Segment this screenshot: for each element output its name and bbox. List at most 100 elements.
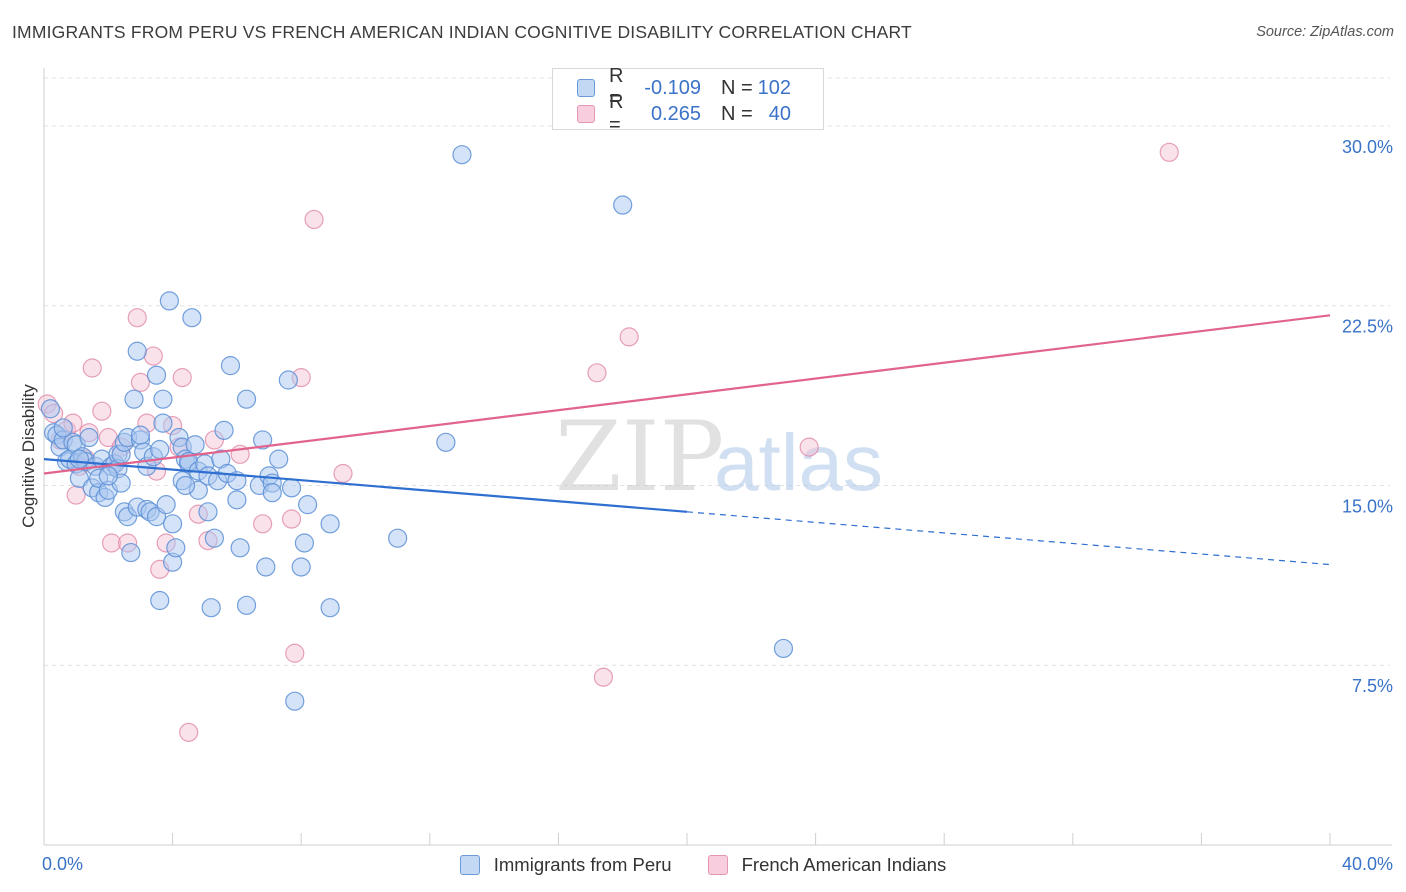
peru-trend-line [43, 458, 688, 513]
peru-point [291, 557, 311, 577]
peru-point [198, 502, 218, 522]
y-tick-label: 30.0% [1342, 137, 1393, 157]
peru-point [294, 533, 315, 553]
peru-point [201, 598, 221, 618]
peru-point [256, 557, 276, 577]
r-value: -0.109 [644, 76, 701, 99]
chart-title: IMMIGRANTS FROM PERU VS FRENCH AMERICAN … [12, 22, 912, 42]
peru-point [204, 528, 224, 548]
watermark-atlas: atlas [714, 418, 883, 507]
fai-point [82, 358, 102, 378]
y-axis-label: Cognitive Disability [19, 384, 38, 528]
peru-point [53, 418, 73, 438]
peru-point [436, 432, 456, 452]
fai-point [179, 722, 199, 742]
peru-point [156, 495, 176, 515]
fai-swatch [577, 105, 595, 123]
peru-point [320, 598, 340, 618]
peru-point [298, 495, 318, 515]
peru-point [185, 435, 205, 455]
peru-point [236, 389, 257, 409]
axes [43, 68, 1392, 846]
legend-item-peru: Immigrants from Peru [459, 854, 672, 876]
peru-point [130, 425, 151, 445]
fai-point [799, 437, 819, 457]
peru-point [253, 430, 273, 450]
legend-item-fai: French American Indians [707, 854, 947, 876]
y-tick-label: 15.0% [1342, 496, 1393, 516]
peru-point [166, 538, 186, 558]
peru-point [127, 341, 147, 361]
r-value: 0.265 [650, 102, 701, 125]
peru-point [320, 514, 340, 534]
peru-point [220, 356, 241, 376]
fai-point [285, 643, 305, 663]
fai-trend-line [43, 314, 1331, 475]
watermark-zip: ZIP [555, 401, 724, 513]
peru-point [227, 490, 247, 510]
peru-point [98, 466, 118, 486]
peru-point [613, 195, 633, 215]
fai-point [130, 372, 151, 393]
peru-point [163, 514, 183, 534]
fai-point [587, 363, 607, 383]
fai-point [304, 209, 324, 230]
peru-point [236, 595, 257, 615]
n-label: N = [721, 102, 753, 125]
series-immigrants-from-peru [40, 145, 794, 711]
fai-point [92, 401, 112, 421]
n-value: 40 [768, 102, 791, 125]
fai-point [333, 463, 353, 484]
r-label: R = [609, 91, 624, 136]
tick-labels: 7.5% 15.0% 22.5% 30.0% 0.0% 40.0% [42, 137, 1393, 874]
watermark: ZIP atlas [555, 401, 883, 513]
peru-point [452, 145, 472, 165]
peru-point [124, 389, 144, 409]
stats-row-peru: R = -0.109 N = 102 [577, 65, 791, 110]
peru-legend-swatch [459, 855, 480, 875]
fai-point [1159, 142, 1179, 162]
peru-point [285, 691, 305, 711]
peru-point [175, 475, 196, 496]
source-label: Source: ZipAtlas.com [1256, 24, 1394, 40]
legend-label-fai: French American Indians [741, 854, 947, 875]
peru-point [69, 449, 89, 469]
peru-point [150, 590, 170, 611]
fai-point [253, 514, 273, 534]
peru-point [40, 399, 61, 419]
x-tick-label: 0.0% [42, 854, 83, 874]
peru-point [150, 439, 170, 460]
peru-point [153, 389, 173, 409]
peru-point [79, 427, 99, 448]
peru-point [159, 291, 179, 311]
trend-lines [43, 314, 1331, 566]
grid-lines [44, 77, 1390, 666]
peru-swatch [577, 79, 595, 97]
r-label: R = [609, 65, 624, 110]
peru-point [121, 542, 141, 563]
peru-point [153, 413, 173, 433]
fai-point [172, 368, 192, 388]
fai-point [101, 533, 122, 553]
y-tick-label: 22.5% [1342, 317, 1393, 337]
stats-legend: R = -0.109 N = 102 R = 0.265 N = 40 [552, 65, 824, 136]
fai-point [619, 327, 639, 347]
x-tick-label: 40.0% [1342, 854, 1393, 874]
fai-point [66, 485, 86, 505]
fai-point [127, 308, 147, 328]
peru-point [262, 483, 282, 503]
peru-point [281, 478, 302, 498]
peru-point [146, 365, 167, 385]
fai-point [593, 667, 614, 687]
y-tick-label: 7.5% [1352, 676, 1393, 696]
peru-point [230, 538, 250, 558]
fai-point [281, 509, 302, 529]
peru-point [269, 449, 289, 469]
peru-trend-extension [686, 511, 1331, 566]
peru-point [773, 638, 794, 659]
peru-point [388, 528, 408, 548]
fai-legend-swatch [707, 855, 728, 875]
series-legend: Immigrants from Peru French American Ind… [0, 852, 1406, 878]
stats-row-fai: R = 0.265 N = 40 [577, 91, 791, 136]
